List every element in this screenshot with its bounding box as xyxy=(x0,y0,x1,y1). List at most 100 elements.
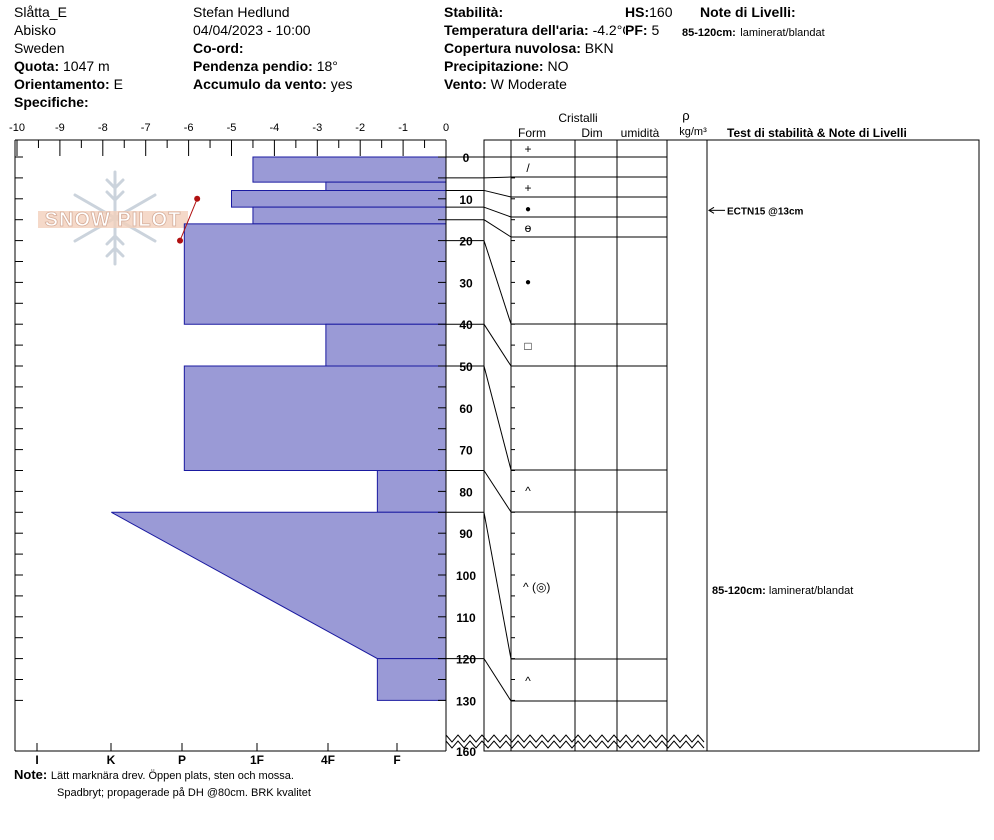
aspect-value: E xyxy=(113,76,123,92)
elevation-row: Quota: 1047 m xyxy=(14,57,110,75)
hardness-layer-2 xyxy=(231,189,447,208)
notes-text-2: Spadbryt; propagerade på DH @80cm. BRK k… xyxy=(57,787,311,799)
wind-load-value: yes xyxy=(330,76,353,92)
notes-line-1: Note: Lätt marknära drev. Öppen plats, s… xyxy=(14,766,294,785)
grain-form-symbol: ● xyxy=(525,277,531,288)
hardness-layer-0 xyxy=(252,156,447,183)
hardness-layer-8 xyxy=(111,511,447,660)
hardness-layer-3 xyxy=(252,206,447,225)
boundary-connector xyxy=(483,206,512,218)
stability-test-label: ECTN15 @13cm xyxy=(727,206,804,217)
air-temp-value: -4.2°C xyxy=(592,22,633,38)
temp-tick-label: -8 xyxy=(98,122,108,134)
observation-datetime: 04/04/2023 - 10:00 xyxy=(193,22,311,38)
layer-note-range: 85-120cm: xyxy=(712,585,769,597)
depth-tick-label: 160 xyxy=(456,745,476,759)
depth-tick-label: 20 xyxy=(459,235,473,249)
grain-form-symbol: + xyxy=(524,181,531,195)
notes-label: Note: xyxy=(14,767,48,782)
pf-label: PF: xyxy=(625,22,648,38)
depth-tick-label: 30 xyxy=(459,276,473,290)
wind-load-label: Accumulo da vento: xyxy=(193,76,327,92)
precip-label: Precipitazione: xyxy=(444,58,544,74)
profile-axes: -10 -9 -8 -7 -6 -5 -4 -3 -2 -1 0010203040506070809… xyxy=(9,122,476,767)
aspect-label: Orientamento: xyxy=(14,76,110,92)
layer-notes-label: Note di Livelli: xyxy=(700,4,796,20)
depth-tick-label: 100 xyxy=(456,569,476,583)
temp-tick-label: -7 xyxy=(141,122,151,134)
grain-form-symbol: ɵ xyxy=(525,221,532,235)
depth-tick-label: 110 xyxy=(456,611,476,625)
temp-tick-label: -10 xyxy=(9,122,25,134)
moisture-header: umidità xyxy=(621,126,660,140)
hardness-tick-label: 1F xyxy=(250,753,264,767)
header-layer-note: 85-120cm: laminerat/blandat xyxy=(682,23,825,41)
hs-row: HS:160 xyxy=(625,3,672,21)
depth-tick-label: 90 xyxy=(459,527,473,541)
hardness-profile xyxy=(111,156,447,701)
depth-tick-label: 10 xyxy=(459,193,473,207)
wind-load-row: Accumulo da vento: yes xyxy=(193,75,352,93)
crystal-grid: + / + ● ɵ ● □ ^ ^ (◎) ^ ECTN15 @13cm 85-120cm: lami… xyxy=(445,139,980,752)
temp-tick-label: -9 xyxy=(55,122,65,134)
wind-label: Vento: xyxy=(444,76,487,92)
slope-label: Pendenza pendio: xyxy=(193,58,313,74)
elevation-value: 1047 m xyxy=(63,58,110,74)
boundary-connector xyxy=(483,470,512,513)
depth-tick-label: 40 xyxy=(459,318,473,332)
boundary-connector xyxy=(483,240,512,325)
temperature-line xyxy=(179,198,198,241)
grain-form-symbol: ^ xyxy=(525,484,531,498)
precip-value: NO xyxy=(547,58,569,74)
air-temp-label: Temperatura dell'aria: xyxy=(444,22,589,38)
depth-tick-label: 60 xyxy=(459,402,473,416)
header-layer-note-text: laminerat/blandat xyxy=(740,27,825,39)
grain-form-symbol: + xyxy=(524,142,531,156)
hardness-tick-label: I xyxy=(35,753,38,767)
notes-text-1: Lätt marknära drev. Öppen plats, sten oc… xyxy=(50,770,294,782)
boundary-connector xyxy=(483,323,512,367)
stability-notes-header: Test di stabilità & Note di Livelli xyxy=(727,126,907,140)
boundary-connector xyxy=(483,512,512,660)
hardness-layer-9 xyxy=(376,658,447,701)
watermark-text: SNOW PILOT xyxy=(45,209,182,231)
area-name: Abisko xyxy=(14,22,57,38)
hs-value: 160 xyxy=(649,4,673,20)
coord-label: Co-ord: xyxy=(193,40,244,56)
country-name: Sweden xyxy=(14,40,65,56)
hs-label: HS: xyxy=(625,4,650,20)
snowpilot-logo: SNOW PILOT xyxy=(38,170,188,266)
depth-tick-label: 50 xyxy=(459,360,473,374)
break-zigzag-1 xyxy=(445,734,705,743)
grid-frame xyxy=(483,139,980,752)
depth-tick-label: 0 xyxy=(463,151,470,165)
cloud-value: BKN xyxy=(584,40,614,56)
aspect-row: Orientamento: E xyxy=(14,75,123,93)
depth-tick-label: 80 xyxy=(459,485,473,499)
grain-form-symbol: ^ (◎) xyxy=(523,580,550,594)
observer-name: Stefan Hedlund xyxy=(193,4,290,20)
density-unit-header: kg/m³ xyxy=(679,126,707,138)
hardness-layer-1 xyxy=(325,181,447,191)
depth-tick-label: 120 xyxy=(456,653,476,667)
grain-form-symbol: □ xyxy=(524,339,531,353)
site-name: Slåtta_E xyxy=(14,4,67,20)
stability-arrow-head xyxy=(708,206,715,214)
hardness-tick-label: K xyxy=(107,753,116,767)
wind-value: W Moderate xyxy=(490,76,567,92)
grain-form-symbol: ^ xyxy=(525,674,531,688)
layer-note-text: laminerat/blandat xyxy=(769,585,853,597)
temp-tick-label: 0 xyxy=(443,122,449,134)
grain-form-symbol: ● xyxy=(525,204,531,215)
hardness-layer-6 xyxy=(183,365,447,471)
specifics-label: Specifiche: xyxy=(14,94,89,110)
pf-row: PF: 5 xyxy=(625,21,662,39)
elevation-label: Quota: xyxy=(14,58,60,74)
boundary-connector xyxy=(483,219,512,238)
temperature-profile xyxy=(177,195,201,244)
dim-header: Dim xyxy=(581,126,602,140)
boundary-connector xyxy=(483,189,512,198)
temp-tick-label: -6 xyxy=(184,122,194,134)
temp-tick-label: -4 xyxy=(270,122,280,134)
slope-row: Pendenza pendio: 18° xyxy=(193,57,338,75)
